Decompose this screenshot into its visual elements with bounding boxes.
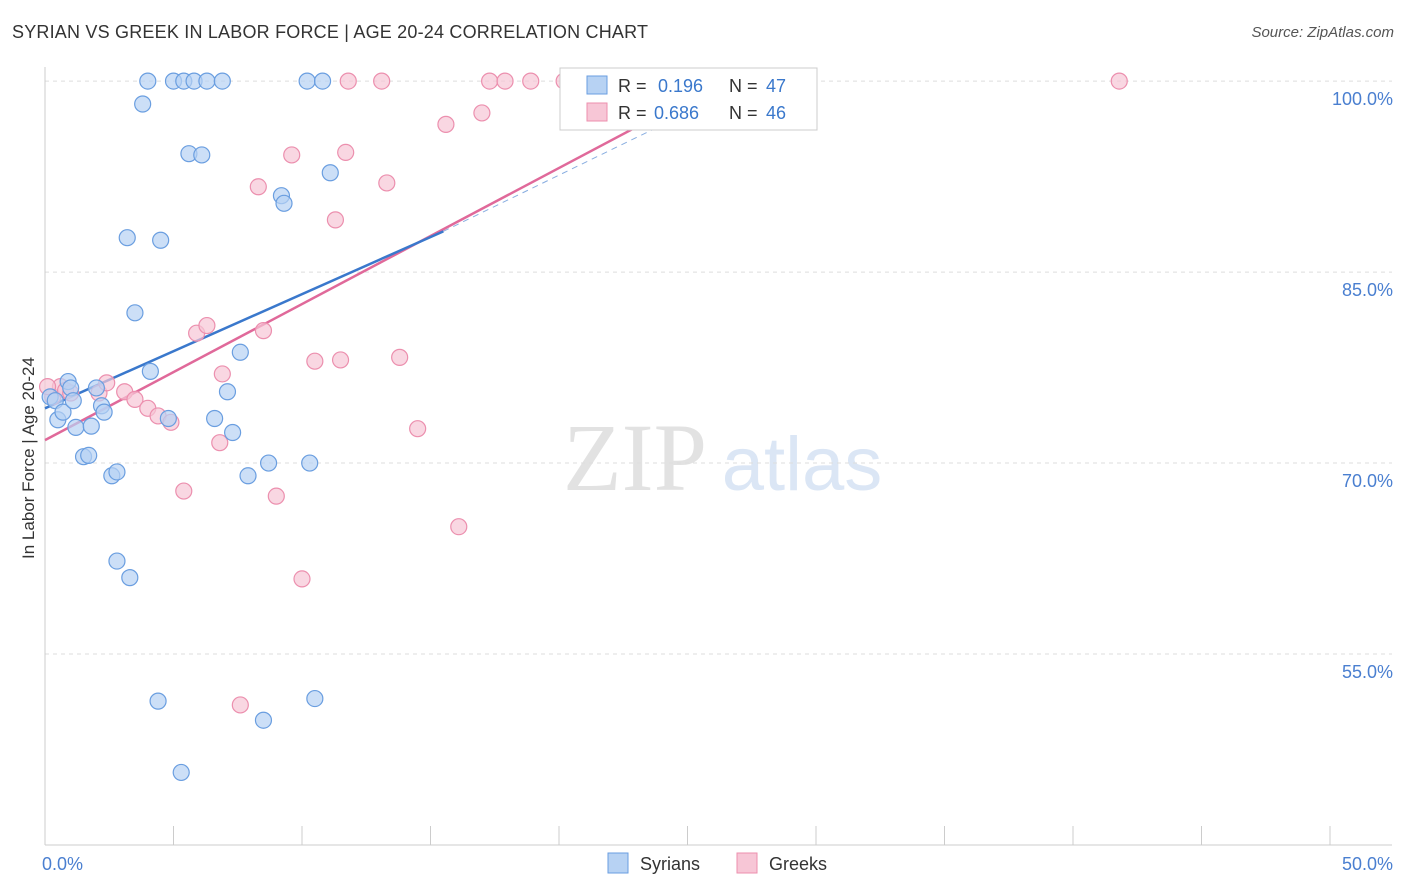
point-greeks-25 xyxy=(337,143,355,161)
point-syrians-22 xyxy=(141,362,159,380)
point-syrians-10 xyxy=(82,417,100,435)
series-legend: Syrians Greeks xyxy=(607,852,827,874)
point-greeks-31 xyxy=(437,115,455,133)
point-syrians-21 xyxy=(139,72,157,90)
point-greeks-33 xyxy=(473,104,491,122)
point-syrians-39 xyxy=(254,711,273,729)
stats-r-label-greeks: R = xyxy=(618,103,647,123)
point-greeks-27 xyxy=(373,72,391,90)
point-greeks-18 xyxy=(254,322,273,340)
point-syrians-40 xyxy=(259,454,278,472)
point-greeks-16 xyxy=(231,696,249,714)
point-syrians-17 xyxy=(118,229,136,247)
point-greeks-29 xyxy=(391,348,409,366)
point-greeks-20 xyxy=(283,146,301,164)
point-syrians-33 xyxy=(206,409,224,428)
point-syrians-44 xyxy=(301,454,319,472)
point-syrians-18 xyxy=(121,569,139,587)
tick-labels: 55.0% 70.0% 85.0% 100.0% 0.0% 50.0% xyxy=(42,89,1393,874)
chart-title: SYRIAN VS GREEK IN LABOR FORCE | AGE 20-… xyxy=(12,22,649,42)
point-syrians-37 xyxy=(231,343,249,361)
point-syrians-3 xyxy=(54,403,72,421)
legend-swatch-greeks xyxy=(736,852,758,874)
stats-legend-swatch-greeks xyxy=(586,102,608,122)
point-syrians-42 xyxy=(275,194,293,212)
point-greeks-19 xyxy=(267,487,285,505)
y-tick-label-0: 55.0% xyxy=(1342,662,1393,682)
y-tick-label-3: 100.0% xyxy=(1332,89,1393,109)
point-greeks-15 xyxy=(213,365,231,383)
point-syrians-11 xyxy=(87,379,106,397)
stats-r-label-syrians: R = xyxy=(618,76,647,96)
point-greeks-26 xyxy=(339,72,357,90)
point-greeks-13 xyxy=(198,316,216,335)
point-greeks-7 xyxy=(126,390,144,408)
point-greeks-34 xyxy=(481,72,499,90)
stats-legend-swatch-syrians xyxy=(586,75,608,95)
stats-n-label-syrians: N = xyxy=(729,76,758,96)
stats-r-value-greeks: 0.686 xyxy=(654,103,699,123)
point-greeks-17 xyxy=(249,178,267,196)
axes xyxy=(44,67,1392,846)
point-greeks-35 xyxy=(496,72,514,90)
point-syrians-35 xyxy=(218,383,237,401)
point-syrians-38 xyxy=(239,467,257,485)
stats-n-label-greeks: N = xyxy=(729,103,758,123)
point-greeks-21 xyxy=(293,570,311,588)
x-tick-label-0: 0.0% xyxy=(42,854,83,874)
point-syrians-24 xyxy=(152,231,170,249)
source-credit: Source: ZipAtlas.com xyxy=(1251,24,1394,41)
watermark-zip: ZIP xyxy=(563,404,707,511)
point-syrians-25 xyxy=(159,409,177,428)
point-greeks-14 xyxy=(211,434,229,452)
watermark-atlas: atlas xyxy=(722,422,883,507)
point-greeks-11 xyxy=(175,482,193,500)
point-syrians-45 xyxy=(306,689,324,708)
stats-n-value-greeks: 46 xyxy=(766,103,786,123)
point-syrians-15 xyxy=(108,463,126,481)
point-syrians-13 xyxy=(95,403,113,421)
point-syrians-34 xyxy=(213,72,231,90)
point-syrians-36 xyxy=(224,423,242,442)
point-syrians-6 xyxy=(64,392,82,410)
y-tick-label-1: 70.0% xyxy=(1342,471,1393,491)
y-axis-label: In Labor Force | Age 20-24 xyxy=(19,357,38,559)
gridlines xyxy=(45,80,1392,655)
stats-legend: R = 0.196 N = 47 R = 0.686 N = 46 xyxy=(559,67,818,131)
point-syrians-32 xyxy=(198,72,216,90)
stats-n-value-syrians: 47 xyxy=(766,76,786,96)
point-syrians-20 xyxy=(134,95,152,113)
point-greeks-24 xyxy=(331,351,350,369)
point-syrians-47 xyxy=(321,164,339,182)
point-syrians-43 xyxy=(298,72,316,90)
point-syrians-19 xyxy=(126,304,144,322)
y-tick-label-2: 85.0% xyxy=(1342,280,1393,300)
legend-label-greeks: Greeks xyxy=(769,854,827,874)
legend-swatch-syrians xyxy=(607,852,629,874)
point-syrians-7 xyxy=(67,418,85,436)
point-syrians-9 xyxy=(80,446,98,465)
point-greeks-36 xyxy=(522,72,540,90)
point-syrians-46 xyxy=(313,72,332,90)
point-greeks-23 xyxy=(326,211,345,229)
point-syrians-16 xyxy=(108,552,126,570)
x-tick-label-1: 50.0% xyxy=(1342,854,1393,874)
trend-line-greeks xyxy=(44,82,719,442)
point-syrians-31 xyxy=(193,146,211,164)
point-greeks-30 xyxy=(409,420,427,438)
point-greeks-22 xyxy=(306,352,324,370)
legend-label-syrians: Syrians xyxy=(640,854,700,874)
point-greeks-32 xyxy=(450,518,468,536)
point-syrians-23 xyxy=(149,692,167,710)
point-greeks-28 xyxy=(378,174,396,192)
trend-lines xyxy=(44,82,719,442)
point-greeks-44 xyxy=(1110,72,1128,90)
stats-r-value-syrians: 0.196 xyxy=(658,76,703,96)
point-syrians-27 xyxy=(172,763,190,782)
